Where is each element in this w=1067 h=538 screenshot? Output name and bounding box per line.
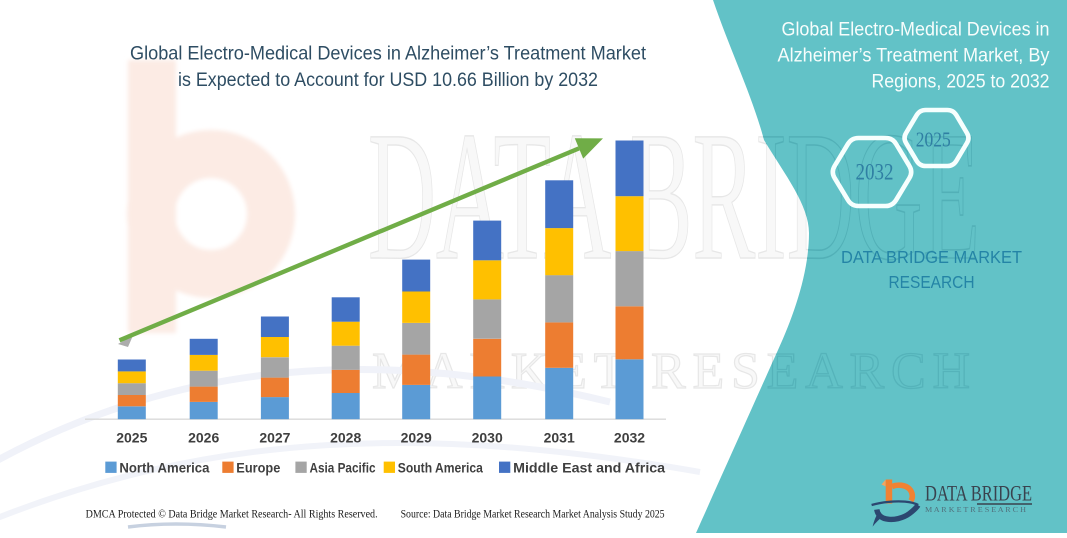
svg-text:Global Electro-Medical Devices: Global Electro-Medical Devices in Alzhei… [130,43,647,65]
svg-text:Global Electro-Medical Devices: Global Electro-Medical Devices in [782,19,1050,41]
svg-text:DMCA Protected © Data Bridge M: DMCA Protected © Data Bridge Market Rese… [86,509,378,521]
svg-text:2032: 2032 [614,430,645,446]
svg-text:DATA BRIDGE: DATA BRIDGE [925,481,1032,506]
svg-text:2025: 2025 [116,430,147,446]
svg-text:Europe: Europe [236,459,280,475]
svg-text:2025: 2025 [916,128,951,152]
svg-text:RESEARCH: RESEARCH [889,272,975,292]
svg-text:DATA BRIDGE MARKET: DATA BRIDGE MARKET [841,247,1022,267]
svg-text:Asia Pacific: Asia Pacific [310,459,376,475]
svg-text:M A R K E T R E S E A R C H: M A R K E T R E S E A R C H [925,506,1026,514]
svg-text:2026: 2026 [188,430,219,446]
svg-text:2029: 2029 [401,430,432,446]
svg-text:Source: Data Bridge Market Res: Source: Data Bridge Market Research Mark… [401,509,665,521]
svg-text:Alzheimer’s Treatment Market,: Alzheimer’s Treatment Market, By [778,45,1050,67]
svg-text:Middle East and Africa: Middle East and Africa [513,459,665,475]
svg-text:2032: 2032 [856,160,894,185]
svg-text:2027: 2027 [259,430,290,446]
svg-text:North America: North America [119,459,209,475]
svg-text:2031: 2031 [544,430,575,446]
svg-text:is Expected to Account for USD: is Expected to Account for USD 10.66 Bil… [178,69,598,91]
svg-text:Regions, 2025 to 2032: Regions, 2025 to 2032 [872,71,1050,93]
svg-text:South America: South America [398,459,483,475]
svg-text:2028: 2028 [330,430,361,446]
svg-text:2030: 2030 [472,430,503,446]
